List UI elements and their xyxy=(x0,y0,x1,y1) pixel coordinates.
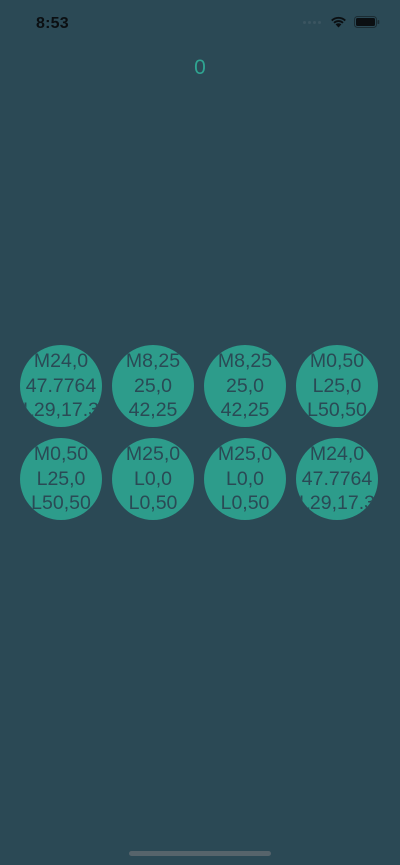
tile-grid: M24,0 47.7764 L29,17.3 M8,25 25,0 42,25 M8,25 2… xyxy=(20,345,380,520)
tile-label-line: L25,0 xyxy=(312,374,362,397)
tile-label-line: L50,50 xyxy=(31,492,91,515)
tile-button[interactable]: M24,0 47.7764 L29,17.3 xyxy=(20,345,102,427)
status-time: 8:53 xyxy=(36,15,69,32)
home-indicator[interactable] xyxy=(129,851,271,856)
tile-button[interactable]: M0,50 L25,0 L50,50 xyxy=(20,438,102,520)
battery-icon xyxy=(354,16,380,28)
tile-button[interactable]: M8,25 25,0 42,25 xyxy=(112,345,194,427)
status-bar: 8:53 xyxy=(0,0,400,50)
tile-label-line: 25,0 xyxy=(226,374,264,397)
tile-label-line: M8,25 xyxy=(125,350,181,373)
tile-button[interactable]: M25,0 L0,0 L0,50 xyxy=(112,438,194,520)
tile-label-line: 47.7764 xyxy=(301,467,373,490)
tile-label-line: M25,0 xyxy=(217,443,273,466)
tile-label-line: M24,0 xyxy=(309,443,365,466)
tile-label-line: L50,50 xyxy=(307,399,367,422)
tile-button[interactable]: M8,25 25,0 42,25 xyxy=(204,345,286,427)
tile-label-line: 25,0 xyxy=(134,374,172,397)
tile-label-line: M0,50 xyxy=(309,350,365,373)
tile-label-line: L0,0 xyxy=(134,467,172,490)
tile-label-line: M24,0 xyxy=(33,350,89,373)
tile-label-line: M8,25 xyxy=(217,350,273,373)
tile-label-line: L0,50 xyxy=(220,492,270,515)
wifi-icon xyxy=(331,16,346,28)
tile-label-line: 42,25 xyxy=(220,399,270,422)
tile-button[interactable]: M0,50 L25,0 L50,50 xyxy=(296,345,378,427)
tile-label-line: 47.7764 xyxy=(25,374,97,397)
tile-label-line: 42,25 xyxy=(128,399,178,422)
tile-label-line: L29,17.3 xyxy=(299,492,375,515)
score-counter: 0 xyxy=(194,56,206,79)
tile-label-line: L0,0 xyxy=(226,467,264,490)
tile-label-line: L0,50 xyxy=(128,492,178,515)
tile-button[interactable]: M24,0 47.7764 L29,17.3 xyxy=(296,438,378,520)
tile-button[interactable]: M25,0 L0,0 L0,50 xyxy=(204,438,286,520)
tile-label-line: M25,0 xyxy=(125,443,181,466)
tile-label-line: M0,50 xyxy=(33,443,89,466)
tile-label-line: L29,17.3 xyxy=(23,399,99,422)
status-icons xyxy=(303,16,380,28)
tile-label-line: L25,0 xyxy=(36,467,86,490)
signal-dots-icon xyxy=(303,20,321,24)
